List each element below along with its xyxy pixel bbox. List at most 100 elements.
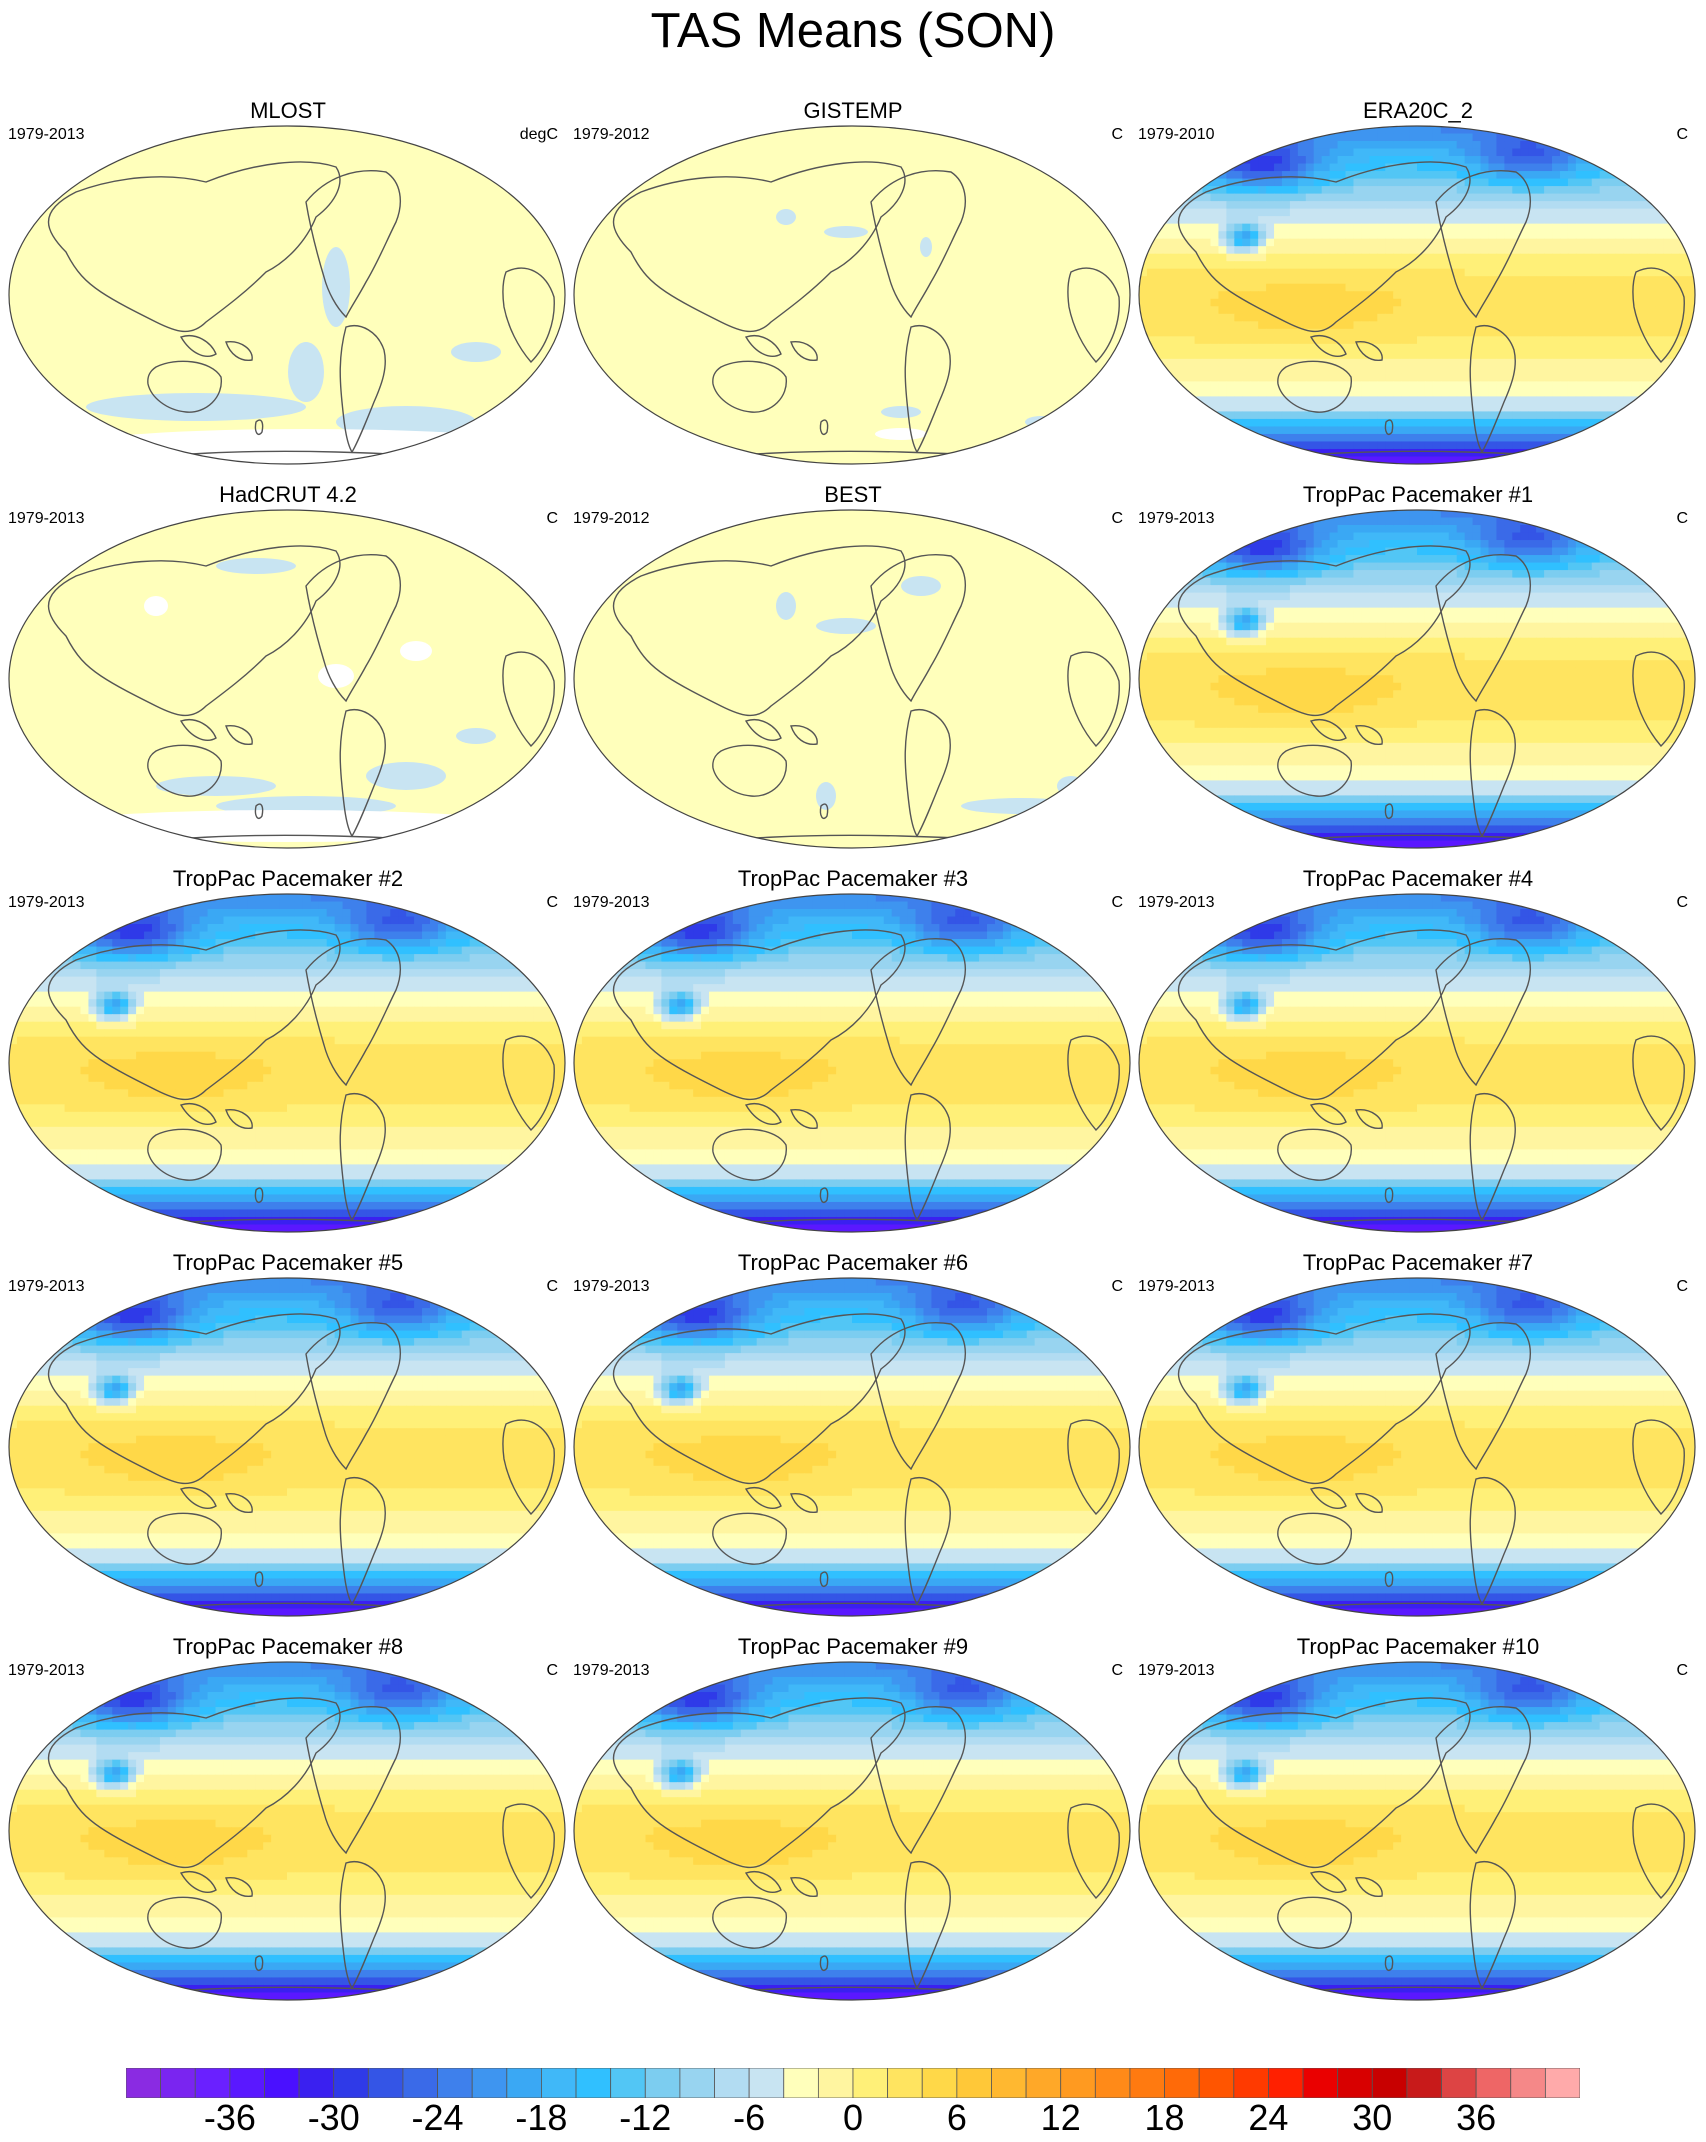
figure-title: TAS Means (SON) <box>0 0 1706 62</box>
colorbar-swatch <box>1268 2068 1303 2098</box>
world-map <box>571 1658 1135 2006</box>
panel-title: GISTEMP <box>571 98 1135 124</box>
colorbar-swatch <box>161 2068 196 2098</box>
panel-title: TropPac Pacemaker #3 <box>571 866 1135 892</box>
world-map <box>571 506 1135 854</box>
colorbar-swatch <box>853 2068 888 2098</box>
colorbar-swatch <box>1442 2068 1477 2098</box>
world-map <box>1136 122 1700 470</box>
colorbar-tick-label: -6 <box>733 2098 765 2138</box>
panel-title: TropPac Pacemaker #9 <box>571 1634 1135 1660</box>
colorbar-swatch <box>507 2068 542 2098</box>
colorbar-swatch <box>611 2068 646 2098</box>
world-map <box>1136 1274 1700 1622</box>
colorbar-swatch <box>1372 2068 1407 2098</box>
colorbar-swatch <box>1199 2068 1234 2098</box>
panel-title: TropPac Pacemaker #4 <box>1136 866 1700 892</box>
colorbar-swatch <box>888 2068 923 2098</box>
panel-title: TropPac Pacemaker #2 <box>6 866 570 892</box>
colorbar-swatch <box>403 2068 438 2098</box>
world-map <box>6 506 570 854</box>
colorbar-tick-label: -24 <box>412 2098 464 2138</box>
colorbar-swatch <box>576 2068 611 2098</box>
colorbar-swatch <box>1026 2068 1061 2098</box>
colorbar-swatch <box>715 2068 750 2098</box>
panel-title: TropPac Pacemaker #1 <box>1136 482 1700 508</box>
panel-title: TropPac Pacemaker #7 <box>1136 1250 1700 1276</box>
colorbar-swatch <box>541 2068 576 2098</box>
colorbar-swatch <box>195 2068 230 2098</box>
colorbar-swatch <box>1407 2068 1442 2098</box>
panel-title: BEST <box>571 482 1135 508</box>
world-map <box>571 1274 1135 1622</box>
panel-title: TropPac Pacemaker #5 <box>6 1250 570 1276</box>
colorbar-swatch <box>368 2068 403 2098</box>
colorbar-swatch <box>680 2068 715 2098</box>
colorbar-swatch <box>818 2068 853 2098</box>
colorbar <box>126 2068 1580 2098</box>
colorbar-swatch <box>1338 2068 1373 2098</box>
colorbar-swatch <box>957 2068 992 2098</box>
world-map <box>6 122 570 470</box>
world-map <box>6 890 570 1238</box>
colorbar-swatch <box>1476 2068 1511 2098</box>
colorbar-tick-label: -36 <box>204 2098 256 2138</box>
colorbar-tick-label: 36 <box>1456 2098 1496 2138</box>
colorbar-swatch <box>334 2068 369 2098</box>
colorbar-swatch <box>1511 2068 1546 2098</box>
panel-title: ERA20C_2 <box>1136 98 1700 124</box>
colorbar-tick-label: -30 <box>308 2098 360 2138</box>
colorbar-tick-label: 12 <box>1041 2098 1081 2138</box>
colorbar-tick-label: -18 <box>515 2098 567 2138</box>
colorbar-swatch <box>1303 2068 1338 2098</box>
world-map <box>1136 890 1700 1238</box>
panel-title: TropPac Pacemaker #8 <box>6 1634 570 1660</box>
world-map <box>571 890 1135 1238</box>
colorbar-swatch <box>230 2068 265 2098</box>
world-map <box>1136 506 1700 854</box>
colorbar-swatch <box>922 2068 957 2098</box>
colorbar-swatch <box>1545 2068 1580 2098</box>
colorbar-swatch <box>1061 2068 1096 2098</box>
world-map <box>6 1274 570 1622</box>
colorbar-swatch <box>991 2068 1026 2098</box>
colorbar-swatch <box>1165 2068 1200 2098</box>
colorbar-swatch <box>299 2068 334 2098</box>
colorbar-swatch <box>1130 2068 1165 2098</box>
panel-title: TropPac Pacemaker #10 <box>1136 1634 1700 1660</box>
colorbar-swatch <box>126 2068 161 2098</box>
colorbar-tick-label: 24 <box>1248 2098 1288 2138</box>
colorbar-swatch <box>1095 2068 1130 2098</box>
colorbar-swatch <box>1234 2068 1269 2098</box>
panel-title: MLOST <box>6 98 570 124</box>
panel-title: TropPac Pacemaker #6 <box>571 1250 1135 1276</box>
colorbar-swatch <box>645 2068 680 2098</box>
world-map <box>1136 1658 1700 2006</box>
colorbar-tick-label: 18 <box>1145 2098 1185 2138</box>
colorbar-swatch <box>438 2068 473 2098</box>
colorbar-swatch <box>472 2068 507 2098</box>
colorbar-tick-label: 30 <box>1352 2098 1392 2138</box>
colorbar-tick-label: -12 <box>619 2098 671 2138</box>
world-map <box>571 122 1135 470</box>
colorbar-tick-label: 0 <box>843 2098 863 2138</box>
world-map <box>6 1658 570 2006</box>
colorbar-swatch <box>264 2068 299 2098</box>
colorbar-swatch <box>749 2068 784 2098</box>
